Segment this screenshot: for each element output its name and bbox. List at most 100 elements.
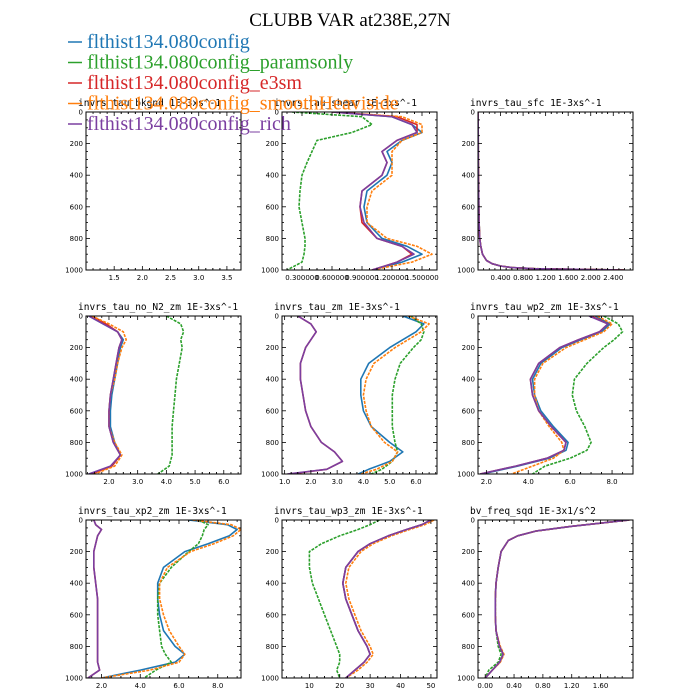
y-tick-label: 600 [266, 611, 279, 619]
plot-frame [281, 519, 438, 679]
y-tick-label: 400 [462, 580, 475, 588]
series-line-0 [478, 112, 625, 270]
y-tick-label: 800 [462, 643, 475, 651]
x-tick-label: 0.00 [477, 682, 493, 690]
x-tick-label: 4.0 [135, 682, 146, 690]
panel-title: invrs_tau_wp2_zm 1E-3xs^-1 [470, 302, 619, 313]
y-tick-label: 600 [70, 203, 83, 211]
series-line-0 [101, 520, 238, 678]
series-group [286, 112, 433, 270]
series-line-3 [478, 112, 625, 270]
series-line-4 [331, 112, 418, 270]
x-tick-label: 6.0 [218, 478, 229, 486]
series-line-2 [479, 316, 609, 474]
legend-label: flthist134.080config_smoothHeaviside [87, 93, 399, 115]
y-tick-label: 0 [275, 517, 279, 525]
x-tick-label: 6.0 [410, 478, 421, 486]
y-tick-label: 1000 [65, 471, 83, 479]
x-tick-label: 8.0 [212, 682, 223, 690]
y-tick-label: 0 [79, 109, 83, 117]
y-tick-label: 200 [266, 548, 279, 556]
y-tick-label: 0 [79, 517, 83, 525]
x-tick-label: 2.400 [603, 274, 623, 282]
series-line-4 [87, 520, 103, 678]
y-tick-label: 200 [266, 140, 279, 148]
x-tick-label: 5.0 [190, 478, 201, 486]
x-tick-label: 50 [426, 682, 435, 690]
panel-title: bv_freq_sqd 1E-3x1/s^2 [470, 506, 596, 517]
panel-title: invrs_tau_wp3_zm 1E-3xs^-1 [274, 506, 423, 517]
panel-6: invrs_tau_xp2_zm 1E-3xs^-10 200 400 600 800 1… [65, 506, 242, 690]
legend-item: flthist134.080config_rich [68, 113, 291, 135]
series-line-0 [357, 316, 425, 474]
series-group [88, 316, 185, 474]
y-tick-label: 0 [471, 109, 475, 117]
panel-7: invrs_tau_wp3_zm 1E-3xs^-10 200 400 600 800 1… [261, 506, 438, 690]
y-tick-label: 600 [462, 611, 475, 619]
x-tick-label: 1.200 [536, 274, 556, 282]
y-tick-label: 1000 [261, 675, 279, 683]
panel-grid: invrs_tau_bkgnd 1E-3xs^-1020040060080010… [65, 98, 634, 690]
series-line-0 [341, 520, 432, 678]
x-tick-label: 2.0 [103, 478, 114, 486]
series-line-2 [87, 520, 103, 678]
series-line-1 [370, 316, 425, 474]
plot-frame [85, 315, 242, 475]
series-line-1 [532, 316, 624, 474]
y-tick-label: 600 [266, 407, 279, 415]
series-line-4 [287, 316, 344, 474]
x-tick-label: 2.5 [165, 274, 176, 282]
y-tick-label: 200 [462, 140, 475, 148]
x-tick-label: 6.0 [173, 682, 184, 690]
y-tick-label: 200 [70, 344, 83, 352]
series-group [287, 316, 430, 474]
x-tick-label: 0.80 [535, 682, 551, 690]
panel-5: invrs_tau_wp2_zm 1E-3xs^-10 200 400 600 800 1… [457, 302, 634, 486]
panel-4: invrs_tau_zm 1E-3xs^-10 200 400 600 800 10001… [261, 302, 438, 486]
series-line-3 [101, 520, 241, 678]
x-tick-label: 3.5 [221, 274, 232, 282]
series-group [87, 520, 241, 678]
y-tick-label: 600 [462, 407, 475, 415]
legend-label: flthist134.080config_rich [87, 113, 291, 135]
x-tick-label: 1.500000 [405, 274, 438, 282]
series-line-4 [88, 316, 123, 474]
y-tick-label: 0 [275, 109, 279, 117]
y-tick-label: 800 [70, 643, 83, 651]
panel-8: bv_freq_sqd 1E-3x1/s^2020040060080010000… [457, 506, 634, 690]
x-tick-label: 2.0 [305, 478, 316, 486]
panel-0: invrs_tau_bkgnd 1E-3xs^-10 200 400 600 800 10… [65, 98, 242, 282]
y-tick-label: 0 [471, 517, 475, 525]
x-tick-label: 3.0 [132, 478, 143, 486]
series-line-4 [341, 520, 432, 678]
y-tick-label: 400 [70, 172, 83, 180]
plot-frame [85, 111, 242, 271]
y-tick-label: 800 [70, 439, 83, 447]
y-tick-label: 0 [79, 313, 83, 321]
series-line-2 [331, 112, 418, 270]
panel-title: invrs_tau_shear 1E-3xs^-1 [274, 98, 417, 109]
y-tick-label: 1000 [457, 267, 475, 275]
y-tick-label: 600 [70, 611, 83, 619]
y-tick-label: 1000 [65, 267, 83, 275]
y-tick-label: 600 [70, 407, 83, 415]
x-tick-label: 3.0 [332, 478, 343, 486]
series-line-4 [479, 316, 609, 474]
x-tick-label: 4.0 [523, 478, 534, 486]
x-tick-label: 10 [305, 682, 314, 690]
y-tick-label: 400 [70, 580, 83, 588]
x-tick-label: 2.0 [481, 478, 492, 486]
y-tick-label: 400 [266, 376, 279, 384]
y-tick-label: 1000 [457, 471, 475, 479]
y-tick-label: 800 [462, 235, 475, 243]
panel-title: invrs_tau_xp2_zm 1E-3xs^-1 [78, 506, 227, 517]
series-line-3 [360, 316, 430, 474]
x-tick-label: 3.0 [193, 274, 204, 282]
y-tick-label: 800 [462, 439, 475, 447]
legend-label: flthist134.080config_paramsonly [87, 52, 353, 74]
y-tick-label: 200 [70, 548, 83, 556]
y-tick-label: 400 [70, 376, 83, 384]
plot-frame [281, 315, 438, 475]
y-tick-label: 0 [471, 313, 475, 321]
x-tick-label: 0.40 [506, 682, 522, 690]
